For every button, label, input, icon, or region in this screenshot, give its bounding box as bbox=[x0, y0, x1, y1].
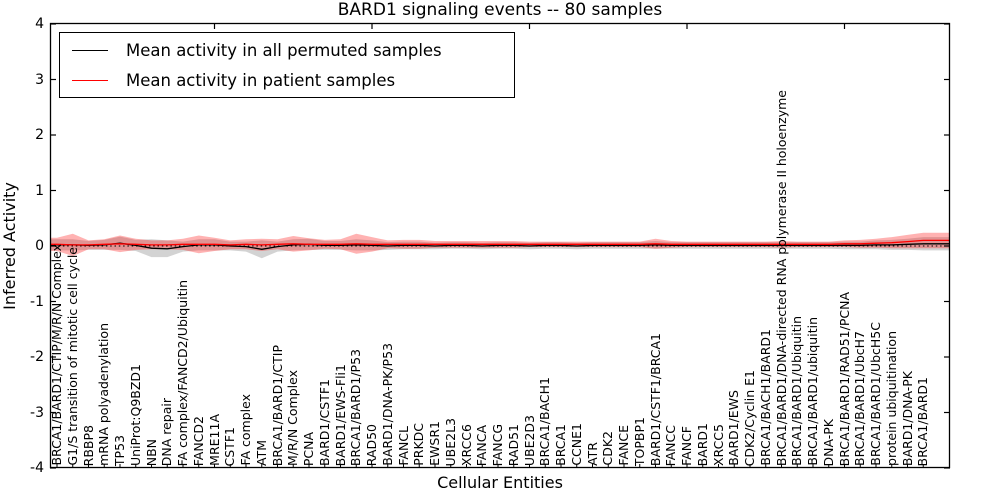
x-category-label: BRCA1/BARD1/Ubiquitin bbox=[789, 316, 805, 466]
x-category-label: BRCA1/BARD1/P53 bbox=[348, 348, 364, 466]
x-category-label: BARD1/CSTF1/BRCA1 bbox=[647, 332, 663, 466]
x-category-label: DNA repair bbox=[159, 397, 175, 466]
x-axis-label: Cellular Entities bbox=[437, 473, 563, 492]
x-category-label: BARD1/DNA-PK/P53 bbox=[379, 343, 395, 466]
permuted-line-swatch bbox=[72, 49, 108, 51]
x-category-label: CDK2 bbox=[600, 431, 616, 466]
x-category-label: MRE11A bbox=[206, 414, 222, 466]
x-category-label: CCNE1 bbox=[568, 423, 584, 466]
x-category-label: BRCA1/BARD1/DNA-directed RNA polymerase … bbox=[773, 89, 789, 466]
y-tick-label: -4 bbox=[30, 460, 44, 476]
x-category-label: TOPBP1 bbox=[631, 416, 647, 466]
x-category-label: NBN bbox=[143, 438, 159, 466]
y-tick-label: -3 bbox=[30, 404, 44, 421]
x-category-label: PCNA bbox=[301, 431, 316, 466]
x-category-label: BARD1/EWS bbox=[726, 390, 742, 466]
x-category-label: BRCA1/BARD1/CTIP bbox=[269, 344, 285, 466]
x-category-label: UBE2L3 bbox=[442, 417, 458, 467]
x-category-label: FANCA bbox=[474, 424, 490, 466]
y-tick-label: 4 bbox=[35, 16, 44, 32]
x-category-label: XRCC5 bbox=[710, 423, 726, 466]
legend-item-permuted: Mean activity in all permuted samples bbox=[72, 38, 514, 62]
x-category-label: BARD1/CSTF1 bbox=[316, 378, 332, 466]
permuted-mean-line bbox=[50, 242, 950, 250]
patient-line-swatch bbox=[72, 79, 108, 81]
x-category-label: TP53 bbox=[112, 434, 127, 466]
x-category-label: RAD50 bbox=[364, 423, 379, 466]
chart-title: BARD1 signaling events -- 80 samples bbox=[337, 0, 663, 20]
x-category-label: CDK2/Cyclin E1 bbox=[742, 369, 757, 466]
x-category-label: FANCE bbox=[616, 425, 631, 466]
x-category-label: BARD1/EWS-Fli1 bbox=[332, 363, 348, 466]
x-category-label: BRCA1/BARD1/RAD51/PCNA bbox=[836, 291, 852, 466]
x-category-label: RAD51 bbox=[505, 423, 521, 466]
y-tick-label: 3 bbox=[35, 71, 44, 88]
x-category-label: BARD1/DNA-PK bbox=[899, 370, 915, 466]
y-tick-label: 0 bbox=[35, 238, 44, 254]
legend-item-patient: Mean activity in patient samples bbox=[72, 68, 514, 92]
x-category-label: FANCF bbox=[679, 426, 694, 466]
x-category-label: protein ubiquitination bbox=[883, 331, 899, 466]
x-category-label: ATM bbox=[253, 439, 269, 466]
x-category-label: BRCA1 bbox=[553, 424, 568, 466]
legend-label-patient: Mean activity in patient samples bbox=[126, 70, 396, 90]
x-category-label: BRCA1/BARD1/UbcH5C bbox=[868, 322, 883, 466]
x-category-label: ATR bbox=[584, 442, 600, 466]
x-category-label: BRCA1/BACH1 bbox=[537, 376, 553, 466]
x-category-label: FANCC bbox=[663, 424, 679, 466]
patient-mean-line bbox=[50, 239, 950, 246]
y-tick-label: 1 bbox=[35, 182, 44, 199]
x-category-label: XRCC6 bbox=[458, 423, 474, 466]
x-category-label: RBBP8 bbox=[80, 424, 96, 466]
legend-label-permuted: Mean activity in all permuted samples bbox=[126, 40, 442, 60]
x-category-label: mRNA polyadenylation bbox=[96, 323, 112, 466]
y-tick-label: 2 bbox=[35, 127, 44, 143]
x-category-label: BRCA1/BACH1/BARD1 bbox=[757, 329, 773, 466]
x-category-label: FANCG bbox=[490, 423, 505, 466]
x-category-label: BRCA1/BARD1/ubiquitin bbox=[805, 317, 820, 466]
x-category-label: G1/S transition of mitotic cell cycle bbox=[64, 247, 80, 466]
x-category-label: BARD1 bbox=[694, 422, 710, 466]
legend: Mean activity in all permuted samples Me… bbox=[59, 32, 515, 98]
x-category-label: BRCA1/BARD1 bbox=[915, 376, 931, 466]
x-category-label: UniProt:Q9BZD1 bbox=[127, 364, 143, 466]
y-tick-label: -1 bbox=[30, 293, 44, 310]
x-category-label: FANCD2 bbox=[190, 415, 206, 466]
x-category-label: DNA-PK bbox=[820, 418, 836, 467]
x-category-label: UBE2D3 bbox=[521, 414, 537, 466]
x-category-label: CSTF1 bbox=[222, 426, 238, 466]
x-category-label: M/R/N Complex bbox=[285, 369, 301, 466]
x-category-label: PRKDC bbox=[411, 423, 427, 466]
x-category-label: FANCL bbox=[395, 426, 411, 466]
x-category-label: FA complex/FANCD2/Ubiquitin bbox=[175, 279, 190, 466]
x-category-label: EWSR1 bbox=[427, 421, 442, 466]
x-category-label: BRCA1/BARD1/CTIP/M/R/N Complex bbox=[49, 244, 64, 466]
x-category-label: FA complex bbox=[238, 394, 253, 466]
y-tick-label: -2 bbox=[30, 349, 44, 365]
permuted-band bbox=[50, 236, 950, 259]
x-category-label: BRCA1/BARD1/UbcH7 bbox=[852, 331, 868, 466]
